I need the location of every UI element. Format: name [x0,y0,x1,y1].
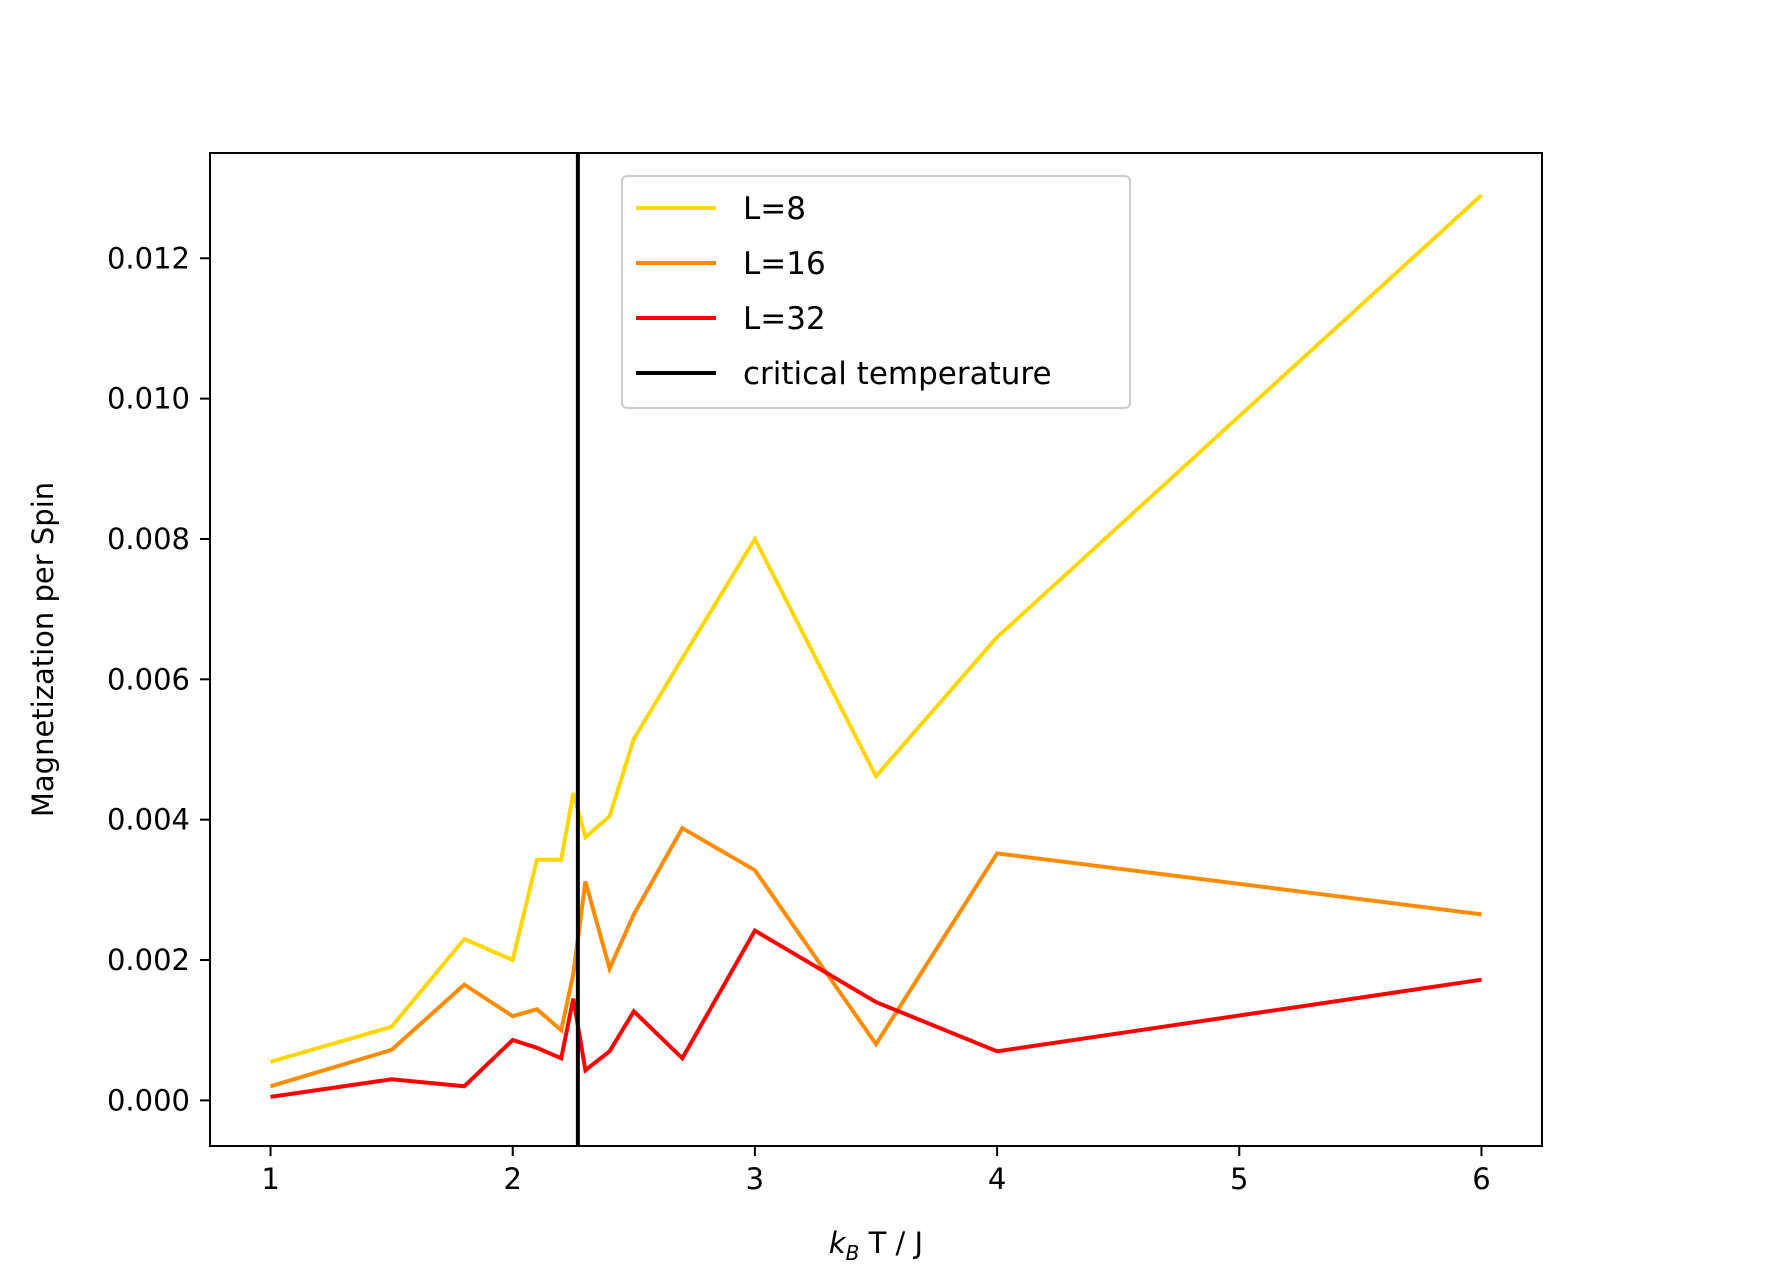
legend-label: L=8 [743,191,806,227]
x-axis-label: kB T / J [829,1226,923,1265]
x-tick-label: 5 [1230,1162,1248,1196]
x-tick-label: 4 [988,1162,1006,1196]
x-label-k: k [829,1226,847,1260]
y-tick-label: 0.006 [107,662,190,696]
ticks-layer: 1 2 3 4 5 6 0.000 0.002 0.004 0.006 0.008 0.010 0.01… [107,241,1491,1196]
x-label-rest: T / J [859,1226,923,1260]
y-tick-label: 0.008 [107,522,190,556]
y-tick-label: 0.004 [107,803,190,837]
y-tick-label: 0.002 [107,943,190,977]
legend-label: critical temperature [743,356,1052,392]
y-tick-label: 0.000 [107,1083,190,1117]
series-line-L=8 [269,193,1483,1064]
legend-label: L=32 [743,301,826,337]
y-tick-label: 0.010 [107,382,190,416]
legend-box [621,175,1131,409]
legend: L=8 L=16 L=32 critical temperature [621,175,1131,409]
y-tick-label: 0.012 [107,241,190,275]
series-line-L=32 [270,927,1482,1099]
legend-label: L=16 [743,246,826,282]
x-tick-label: 3 [746,1162,764,1196]
plot-frame [209,152,1543,1147]
series-layer [269,153,1483,1146]
x-tick-label: 6 [1472,1162,1490,1196]
y-axis-label: Magnetization per Spin [26,482,60,817]
x-label-sub: B [846,1241,860,1265]
x-tick-label: 1 [261,1162,279,1196]
series-line-L=16 [269,825,1482,1089]
x-tick-label: 2 [504,1162,522,1196]
